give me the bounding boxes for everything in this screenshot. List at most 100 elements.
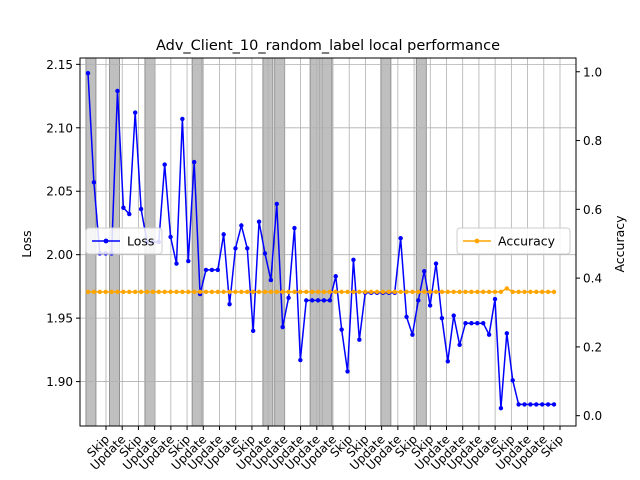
data-point-accuracy-70 bbox=[498, 289, 504, 295]
data-point-loss-44 bbox=[345, 369, 350, 374]
data-point-loss-61 bbox=[445, 359, 451, 364]
data-point-accuracy-56 bbox=[416, 289, 421, 295]
data-point-accuracy-11 bbox=[150, 289, 156, 295]
data-point-loss-1 bbox=[91, 180, 97, 185]
data-point-accuracy-45 bbox=[351, 289, 356, 295]
legend-loss: Loss bbox=[85, 227, 163, 255]
data-point-loss-72 bbox=[510, 378, 515, 383]
data-point-loss-29 bbox=[256, 219, 262, 224]
data-point-accuracy-7 bbox=[127, 289, 132, 295]
data-point-accuracy-9 bbox=[138, 289, 144, 295]
data-point-loss-56 bbox=[416, 298, 421, 303]
data-point-accuracy-47 bbox=[363, 289, 368, 295]
data-point-accuracy-18 bbox=[191, 289, 197, 295]
data-point-loss-9 bbox=[138, 206, 144, 212]
data-point-loss-7 bbox=[127, 211, 132, 217]
data-point-loss-69 bbox=[492, 296, 498, 302]
y2-tick-label: 0.0 bbox=[583, 409, 602, 423]
data-point-accuracy-78 bbox=[545, 289, 551, 295]
data-point-accuracy-41 bbox=[327, 289, 333, 295]
data-point-accuracy-67 bbox=[481, 289, 486, 295]
data-point-loss-17 bbox=[186, 258, 191, 264]
data-point-accuracy-6 bbox=[121, 289, 126, 295]
data-point-loss-65 bbox=[469, 321, 474, 326]
data-point-loss-16 bbox=[180, 116, 185, 122]
data-point-accuracy-36 bbox=[298, 289, 303, 295]
data-point-accuracy-63 bbox=[457, 289, 462, 295]
data-point-accuracy-1 bbox=[91, 289, 97, 295]
data-point-accuracy-29 bbox=[256, 289, 262, 295]
data-point-accuracy-71 bbox=[504, 286, 510, 291]
data-point-loss-25 bbox=[233, 246, 238, 251]
data-point-loss-78 bbox=[545, 402, 551, 407]
data-point-accuracy-51 bbox=[386, 289, 392, 295]
y-tick-label: 1.95 bbox=[46, 312, 73, 326]
data-point-loss-38 bbox=[309, 298, 315, 303]
data-point-loss-70 bbox=[498, 406, 504, 411]
data-point-loss-34 bbox=[286, 295, 291, 301]
data-point-loss-42 bbox=[333, 274, 338, 279]
data-point-accuracy-12 bbox=[156, 289, 161, 295]
data-point-accuracy-50 bbox=[380, 289, 386, 295]
data-point-accuracy-72 bbox=[510, 289, 515, 295]
data-point-loss-62 bbox=[451, 313, 456, 318]
data-point-loss-46 bbox=[357, 337, 362, 342]
y2-axis-label: Accuracy bbox=[612, 215, 627, 273]
y-tick-label: 2.00 bbox=[46, 248, 73, 262]
data-point-accuracy-46 bbox=[357, 289, 362, 295]
skip-band-7 bbox=[321, 57, 333, 427]
y-tick-label: 2.10 bbox=[46, 121, 73, 135]
data-point-accuracy-60 bbox=[439, 289, 445, 295]
data-point-accuracy-37 bbox=[304, 289, 309, 295]
data-point-accuracy-0 bbox=[85, 289, 91, 295]
data-point-loss-31 bbox=[268, 277, 274, 283]
y2-tick-label: 0.2 bbox=[583, 340, 602, 354]
data-point-loss-55 bbox=[410, 332, 415, 337]
data-point-loss-57 bbox=[422, 268, 427, 274]
data-point-accuracy-2 bbox=[97, 289, 102, 295]
data-point-accuracy-19 bbox=[197, 289, 203, 295]
data-point-loss-27 bbox=[245, 246, 250, 251]
skip-band-8 bbox=[380, 57, 392, 427]
data-point-loss-32 bbox=[274, 201, 279, 207]
data-point-accuracy-62 bbox=[451, 289, 456, 295]
data-point-accuracy-42 bbox=[333, 289, 338, 295]
data-point-loss-0 bbox=[85, 71, 91, 76]
y-tick-label: 2.15 bbox=[46, 58, 73, 72]
data-point-accuracy-65 bbox=[469, 289, 474, 295]
data-point-accuracy-22 bbox=[215, 289, 220, 295]
data-point-accuracy-30 bbox=[262, 289, 268, 295]
data-point-accuracy-4 bbox=[109, 289, 114, 295]
axes-frame bbox=[79, 57, 577, 427]
data-point-accuracy-13 bbox=[162, 289, 167, 295]
data-point-loss-39 bbox=[315, 298, 321, 303]
data-point-loss-74 bbox=[522, 402, 527, 407]
data-point-accuracy-77 bbox=[540, 289, 545, 295]
data-point-loss-54 bbox=[404, 314, 409, 320]
data-point-accuracy-79 bbox=[551, 289, 557, 295]
data-point-loss-23 bbox=[221, 232, 226, 237]
data-point-accuracy-57 bbox=[422, 289, 427, 295]
data-point-loss-45 bbox=[351, 257, 356, 262]
chart-title: Adv_Client_10_random_label local perform… bbox=[156, 38, 500, 54]
data-point-accuracy-68 bbox=[486, 289, 492, 295]
data-point-accuracy-16 bbox=[180, 289, 185, 295]
data-point-loss-66 bbox=[475, 321, 480, 326]
data-point-accuracy-33 bbox=[280, 289, 285, 295]
data-point-loss-26 bbox=[239, 223, 244, 228]
data-point-loss-53 bbox=[398, 235, 403, 241]
data-point-accuracy-66 bbox=[475, 289, 480, 295]
data-point-accuracy-14 bbox=[168, 289, 173, 295]
data-point-loss-18 bbox=[191, 159, 197, 165]
y2-tick-label: 0.4 bbox=[583, 272, 602, 286]
series-accuracy bbox=[85, 286, 557, 295]
data-point-loss-77 bbox=[540, 402, 545, 407]
data-point-loss-13 bbox=[162, 162, 167, 167]
data-point-accuracy-61 bbox=[445, 289, 451, 295]
data-point-accuracy-25 bbox=[233, 289, 238, 295]
legend-box bbox=[456, 227, 571, 255]
data-point-loss-37 bbox=[304, 298, 309, 303]
y2-tick-label: 1.0 bbox=[583, 65, 602, 79]
data-point-accuracy-44 bbox=[345, 289, 350, 295]
data-point-accuracy-27 bbox=[245, 289, 250, 295]
